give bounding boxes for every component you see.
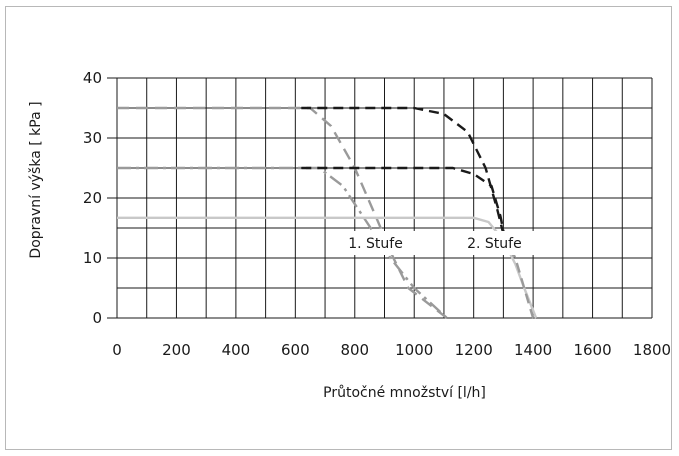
x-tick-label: 0	[112, 341, 122, 359]
annotation-2: 2. Stufe	[467, 236, 522, 252]
annotations: 1. Stufe 2. Stufe	[342, 231, 538, 255]
y-tick-label: 10	[83, 249, 102, 267]
x-tick-label: 800	[340, 341, 369, 359]
y-tick-label: 20	[83, 189, 102, 207]
y-tick-label: 0	[92, 309, 102, 327]
x-tick-label: 1600	[573, 341, 611, 359]
x-tick-label: 1000	[395, 341, 433, 359]
series-line-1	[117, 106, 448, 319]
x-tick-label: 400	[222, 341, 251, 359]
y-tick-label: 40	[83, 69, 102, 87]
x-tick-label: 200	[162, 341, 191, 359]
x-tick-label: 1200	[455, 341, 493, 359]
grid	[107, 77, 653, 319]
annotation-bg	[342, 231, 419, 255]
annotation-bg	[461, 231, 538, 255]
series-line-6	[502, 233, 535, 319]
x-tick-label: 1400	[514, 341, 552, 359]
tick-labels: 0 200 400 600 800 1000 1200 1400 1600 1800 0 10 20 30…	[83, 69, 671, 359]
y-tick-label: 30	[83, 129, 102, 147]
annotation-1: 1. Stufe	[348, 236, 403, 252]
x-axis-label: Průtočné množství [l/h]	[323, 385, 486, 401]
chart-frame	[5, 6, 672, 450]
y-axis-label: Dopravní výška [ kPa ]	[28, 101, 44, 258]
x-tick-label: 1800	[633, 341, 671, 359]
x-tick-label: 600	[281, 341, 310, 359]
